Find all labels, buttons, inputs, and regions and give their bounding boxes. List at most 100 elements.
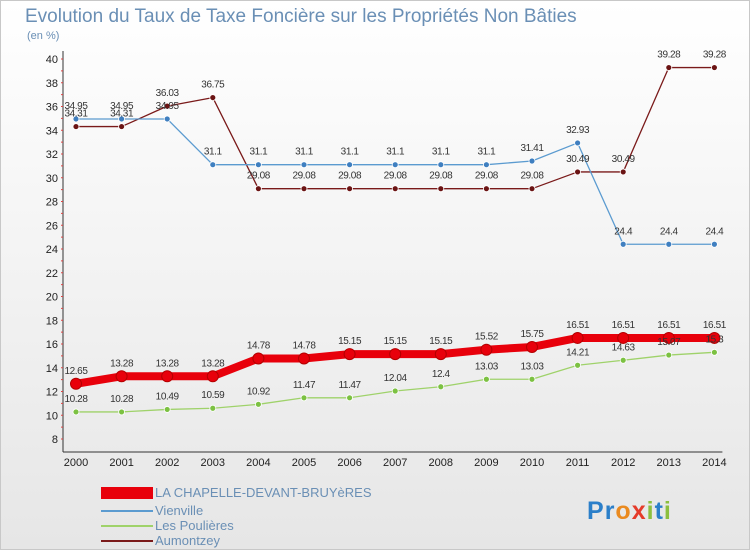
data-label: 13.28 (156, 358, 180, 369)
y-tick-label: 30 (46, 173, 58, 185)
data-label: 14.21 (566, 347, 590, 358)
y-tick-label: 22 (46, 268, 58, 280)
data-point (115, 370, 128, 383)
data-point (619, 240, 627, 248)
data-point (209, 94, 217, 101)
data-point (346, 161, 354, 169)
data-point (434, 348, 447, 361)
data-point (711, 64, 718, 71)
y-tick-label: 16 (46, 339, 58, 351)
data-point (391, 161, 399, 169)
data-label: 34.95 (156, 101, 180, 112)
data-label: 12.65 (64, 366, 88, 377)
y-tick-label: 32 (46, 149, 58, 161)
data-point (209, 404, 217, 412)
data-point (711, 240, 718, 248)
data-point (665, 351, 673, 359)
data-point (346, 185, 354, 193)
data-label: 10.59 (201, 390, 225, 401)
data-point (571, 331, 584, 344)
data-label: 36.75 (201, 80, 225, 91)
data-label: 30.49 (566, 154, 590, 165)
data-label: 13.03 (520, 361, 544, 372)
y-tick-label: 12 (46, 387, 58, 399)
data-label: 14.78 (247, 340, 271, 351)
x-tick-label: 2002 (155, 457, 179, 469)
data-label: 15.15 (384, 336, 408, 347)
x-tick-label: 2009 (474, 457, 498, 469)
data-label: 31.1 (249, 147, 268, 158)
data-label: 29.08 (475, 171, 499, 182)
data-point (617, 331, 630, 344)
legend-label: Les Poulières (155, 518, 234, 533)
data-label: 16.51 (566, 320, 590, 331)
y-tick-label: 8 (52, 434, 58, 446)
data-label: 31.1 (204, 147, 223, 158)
y-tick-label: 40 (46, 54, 58, 66)
x-tick-label: 2006 (337, 457, 361, 469)
data-point (391, 185, 399, 193)
data-label: 11.47 (338, 380, 361, 391)
data-point (619, 356, 627, 364)
data-point (252, 352, 265, 365)
data-point (163, 102, 171, 110)
data-label: 31.1 (386, 147, 405, 158)
data-label: 10.28 (110, 394, 134, 405)
legend-label: Vienville (155, 503, 204, 518)
logo-letter: o (615, 497, 632, 525)
data-point (118, 408, 125, 416)
data-point (254, 185, 262, 193)
data-label: 29.08 (520, 171, 544, 182)
data-point (389, 348, 402, 361)
data-point (298, 352, 310, 365)
data-point (118, 123, 125, 130)
logo-letter: t (654, 497, 664, 525)
data-point (70, 377, 82, 390)
data-label: 12.04 (384, 373, 408, 384)
data-point (209, 161, 217, 169)
data-label: 16.51 (657, 320, 681, 331)
data-point (163, 115, 171, 123)
data-point (437, 383, 445, 391)
data-point (346, 394, 354, 402)
x-tick-label: 2012 (611, 457, 635, 469)
data-point (711, 348, 718, 356)
data-label: 15.15 (338, 336, 362, 347)
data-label: 39.28 (703, 50, 727, 61)
logo-letter: i (663, 497, 672, 525)
data-label: 15.52 (475, 332, 499, 343)
data-label: 29.08 (247, 171, 271, 182)
legend-swatch (101, 487, 153, 499)
data-label: 16.51 (612, 320, 636, 331)
data-label: 34.95 (64, 101, 88, 112)
x-tick-label: 2014 (702, 457, 726, 469)
legend-label: LA CHAPELLE-DEVANT-BRUYèRES (155, 485, 372, 500)
logo-letter: r (604, 497, 616, 525)
data-point (665, 64, 673, 71)
data-label: 13.28 (110, 358, 134, 369)
data-label: 31.1 (295, 147, 314, 158)
logo-letter: P (587, 497, 605, 525)
y-tick-label: 20 (46, 292, 58, 304)
proxiti-logo: Proxiti (587, 497, 672, 526)
data-label: 14.78 (292, 340, 316, 351)
y-tick-label: 26 (46, 220, 58, 232)
x-tick-label: 2007 (383, 457, 407, 469)
data-label: 34.31 (64, 109, 88, 120)
x-tick-label: 2004 (246, 457, 270, 469)
data-point (480, 343, 493, 356)
y-tick-label: 28 (46, 197, 58, 209)
data-point (254, 400, 262, 408)
data-point (526, 340, 538, 353)
y-tick-label: 14 (46, 363, 58, 375)
data-point (72, 408, 80, 416)
data-point (161, 370, 174, 383)
legend-swatch (101, 540, 153, 542)
data-label: 10.28 (64, 394, 88, 405)
data-label: 34.31 (110, 109, 134, 120)
data-label: 39.28 (657, 50, 681, 61)
x-tick-label: 2003 (201, 457, 225, 469)
data-point (254, 161, 262, 169)
data-point (528, 157, 536, 165)
